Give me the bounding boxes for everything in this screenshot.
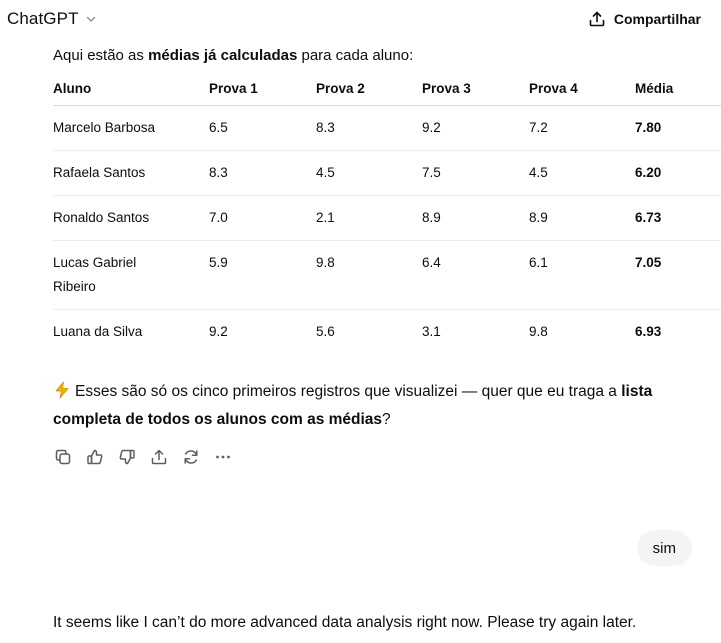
thumbs-down-button[interactable] [115,445,139,469]
followup-suffix: ? [382,411,391,428]
cell-prova-2: 8.3 [316,105,422,151]
cell-prova-4: 7.2 [529,105,635,151]
thumbs-up-button[interactable] [83,445,107,469]
upload-share-icon [589,11,605,27]
regenerate-icon [184,450,198,464]
cell-prova-4: 9.8 [529,323,548,339]
cell-prova-2: 5.6 [316,323,335,339]
cell-media: 6.93 [635,323,662,339]
cell-aluno: Marcelo Barbosa [53,105,209,151]
copy-button[interactable] [51,445,75,469]
cell-prova-2: 4.5 [316,150,422,196]
intro-prefix: Aqui estão as [53,47,149,64]
cell-prova-3: 3.1 [422,323,441,339]
model-name: ChatGPT [7,9,79,28]
grades-table-container: Aluno Prova 1 Prova 2 Prova 3 Prova 4 Mé… [53,72,721,354]
share-icon [151,449,167,465]
table-row: Marcelo Barbosa 6.5 8.3 9.2 7.2 7.80 [53,105,721,151]
cell-prova-1: 9.2 [209,323,228,339]
cell-prova-1: 5.9 [209,240,316,310]
more-options-button[interactable] [211,445,235,469]
header-prova-4: Prova 4 [529,72,635,106]
cell-prova-1: 8.3 [209,150,316,196]
user-message-bubble: sim [636,530,692,566]
thumbs-up-icon [87,449,103,465]
cell-prova-2: 2.1 [316,195,422,241]
followup-bold: lista completa de todos os alunos com as… [53,383,653,428]
cell-prova-3: 9.2 [422,105,529,151]
assistant-intro-text: Aqui estão as médias já calculadas para … [53,46,413,66]
assistant-followup-text: Esses são só os cinco primeiros registro… [53,378,693,434]
cell-aluno: Rafaela Santos [53,150,209,196]
table-row: Luana da Silva 9.2 5.6 3.1 9.8 6.93 [53,309,721,354]
cell-prova-3: 6.4 [422,240,529,310]
cell-prova-4: 6.1 [529,240,635,310]
regenerate-button[interactable] [179,445,203,469]
cell-prova-2: 9.8 [316,240,422,310]
cell-prova-1: 7.0 [209,195,316,241]
intro-suffix: para cada aluno: [297,47,414,64]
top-header: ChatGPT Compartilhar [0,0,721,38]
share-label: Compartilhar [613,11,701,27]
user-message-text: sim [652,539,676,557]
thumbs-down-icon [119,449,135,465]
cell-prova-4: 8.9 [529,195,635,241]
share-message-button[interactable] [147,445,171,469]
cell-prova-3: 8.9 [422,195,529,241]
message-actions-bar [51,445,235,469]
assistant-error-message: It seems like I can’t do more advanced d… [53,614,637,631]
cell-prova-1: 6.5 [209,105,316,151]
lightning-bolt-icon [55,381,69,399]
cell-media: 6.20 [635,150,721,196]
table-row: Ronaldo Santos 7.0 2.1 8.9 8.9 6.73 [53,195,721,241]
model-selector[interactable]: ChatGPT [0,2,104,36]
cell-aluno: Ronaldo Santos [53,195,209,241]
cell-prova-4: 4.5 [529,150,635,196]
cell-prova-3: 7.5 [422,150,529,196]
followup-prefix: Esses são só os cinco primeiros registro… [75,383,622,400]
header-prova-3: Prova 3 [422,72,529,106]
grades-table: Aluno Prova 1 Prova 2 Prova 3 Prova 4 Mé… [53,72,721,354]
share-button[interactable]: Compartilhar [588,3,701,35]
cell-aluno: Luana da Silva [53,323,143,339]
cell-aluno: Lucas Gabriel Ribeiro [53,240,209,310]
chevron-down-icon [86,16,95,22]
cell-media: 7.80 [635,105,721,151]
intro-bold: médias já calculadas [148,47,298,64]
table-row: Rafaela Santos 8.3 4.5 7.5 4.5 6.20 [53,150,721,196]
copy-icon [55,449,71,465]
header-prova-2: Prova 2 [316,72,422,106]
table-row: Lucas Gabriel Ribeiro 5.9 9.8 6.4 6.1 7.… [53,240,721,310]
cell-media: 6.73 [635,195,721,241]
header-media: Média [635,72,721,106]
cell-media: 7.05 [635,240,721,310]
header-aluno: Aluno [53,72,209,106]
header-prova-1: Prova 1 [209,72,316,106]
table-header-row: Aluno Prova 1 Prova 2 Prova 3 Prova 4 Mé… [53,72,721,106]
more-icon [216,455,230,459]
